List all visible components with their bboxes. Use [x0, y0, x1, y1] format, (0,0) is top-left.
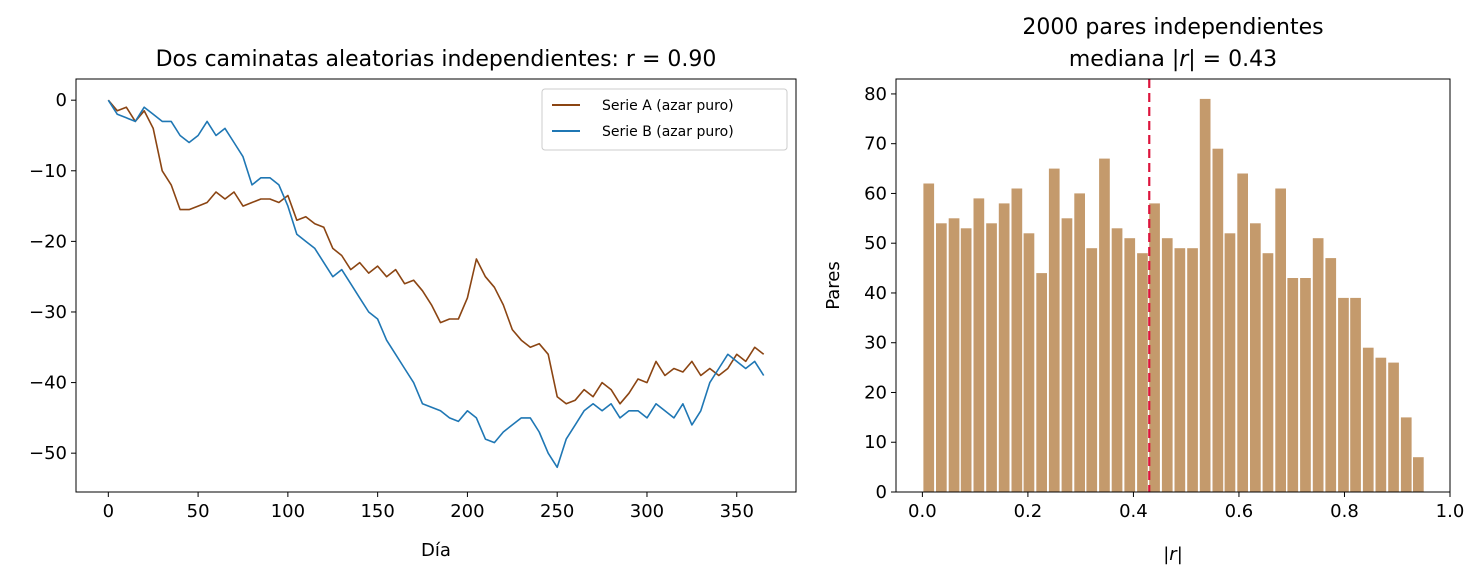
histogram-bar [1300, 278, 1311, 492]
y-tick-label: 70 [864, 134, 887, 155]
x-tick-label: 150 [360, 501, 394, 522]
histogram-bar [1137, 253, 1148, 492]
histogram-bar [1262, 253, 1274, 492]
histogram-bar [1275, 188, 1286, 492]
series-line-b [107, 99, 765, 469]
histogram-bar [1375, 357, 1387, 492]
histogram-bar [1388, 362, 1399, 492]
histogram-bar [1413, 457, 1424, 492]
x-tick-label: 0.6 [1225, 501, 1254, 522]
histogram-bar [1174, 248, 1186, 492]
line-chart-panel: Dos caminatas aleatorias independientes:… [29, 47, 797, 561]
histogram-bar [1237, 173, 1248, 492]
histogram-title: 2000 pares independientes [1022, 15, 1323, 40]
histogram-panel: 2000 pares independientes mediana |r| = … [823, 15, 1464, 565]
legend-entry: Serie A (azar puro) [602, 98, 734, 114]
y-tick-label: 60 [864, 183, 887, 204]
histogram-bar [960, 228, 972, 493]
histogram-bar [1099, 158, 1110, 492]
x-tick-label: 100 [271, 501, 305, 522]
histogram-bar [1124, 238, 1136, 492]
y-tick-label: −30 [29, 302, 67, 323]
histogram-x-label: |r| [1163, 544, 1183, 565]
histogram-bar [998, 203, 1010, 492]
line-chart-title: Dos caminatas aleatorias independientes:… [156, 47, 717, 72]
histogram-bar [936, 223, 947, 493]
y-tick-label: 20 [864, 382, 887, 403]
series-line-a [107, 99, 765, 405]
histogram-bar [1312, 238, 1324, 492]
y-tick-label: 0 [56, 90, 67, 111]
y-tick-label: −40 [29, 373, 67, 394]
histogram-frame [895, 78, 1451, 493]
y-tick-label: 10 [864, 432, 887, 453]
x-tick-label: 0.0 [908, 501, 937, 522]
histogram-bar [1362, 347, 1374, 492]
line-chart-y-ticks: 0 −10 −20 −30 −40 −50 [29, 90, 76, 464]
x-tick-label: 1.0 [1436, 501, 1465, 522]
y-tick-label: −20 [29, 231, 67, 252]
x-tick-label: 200 [450, 501, 484, 522]
x-tick-label: 350 [720, 501, 754, 522]
y-tick-label: 50 [864, 233, 887, 254]
histogram-x-ticks: 0.0 0.2 0.4 0.6 0.8 1.0 [908, 492, 1464, 522]
x-tick-label: 250 [540, 501, 574, 522]
histogram-bar [1287, 278, 1299, 492]
histogram-bar [1187, 248, 1198, 492]
histogram-bar [1023, 233, 1035, 493]
x-tick-label: 50 [187, 501, 210, 522]
histogram-bar [1061, 218, 1073, 493]
y-tick-label: −10 [29, 161, 67, 182]
histogram-bar [1224, 233, 1236, 493]
x-tick-label: 0.2 [1014, 501, 1043, 522]
histogram-bar [1048, 168, 1060, 492]
histogram-bar [1338, 297, 1349, 492]
line-chart-x-ticks: 0 50 100 150 200 250 300 350 [103, 492, 754, 522]
x-tick-label: 0 [103, 501, 114, 522]
histogram-bar [948, 218, 960, 493]
histogram-bar [1350, 297, 1361, 492]
y-tick-label: 40 [864, 283, 887, 304]
histogram-bars [923, 98, 1424, 493]
histogram-bar [1199, 98, 1211, 493]
histogram-bar [1011, 188, 1023, 492]
histogram-bar [1111, 228, 1123, 493]
legend-entry: Serie B (azar puro) [602, 124, 734, 140]
histogram-bar [973, 198, 985, 492]
histogram-bar [1400, 417, 1412, 492]
y-tick-label: 80 [864, 84, 887, 105]
histogram-bar [1036, 273, 1047, 492]
histogram-bar [1149, 203, 1160, 492]
histogram-y-label: Pares [823, 261, 844, 310]
histogram-bar [986, 223, 997, 493]
line-chart-x-label: Día [421, 540, 451, 561]
legend-box [541, 88, 788, 151]
histogram-bar [923, 183, 935, 492]
histogram-bar [1325, 258, 1337, 492]
line-chart-series [107, 99, 765, 469]
histogram-bar [1161, 238, 1173, 492]
histogram-bar [1250, 223, 1261, 493]
histogram-y-ticks: 0 10 20 30 40 50 60 70 80 [864, 84, 896, 503]
line-chart-legend: Serie A (azar puro) Serie B (azar puro) [541, 88, 788, 151]
line-chart-frame [75, 78, 797, 493]
x-tick-label: 300 [630, 501, 664, 522]
histogram-subtitle: mediana |r| = 0.43 [1069, 47, 1277, 72]
x-tick-label: 0.4 [1119, 501, 1148, 522]
y-tick-label: 30 [864, 333, 887, 354]
histogram-bar [1074, 193, 1085, 492]
y-tick-label: 0 [876, 482, 887, 503]
histogram-bar [1086, 248, 1098, 492]
histogram-bar [1212, 148, 1224, 492]
x-tick-label: 0.8 [1330, 501, 1359, 522]
y-tick-label: −50 [29, 443, 67, 464]
